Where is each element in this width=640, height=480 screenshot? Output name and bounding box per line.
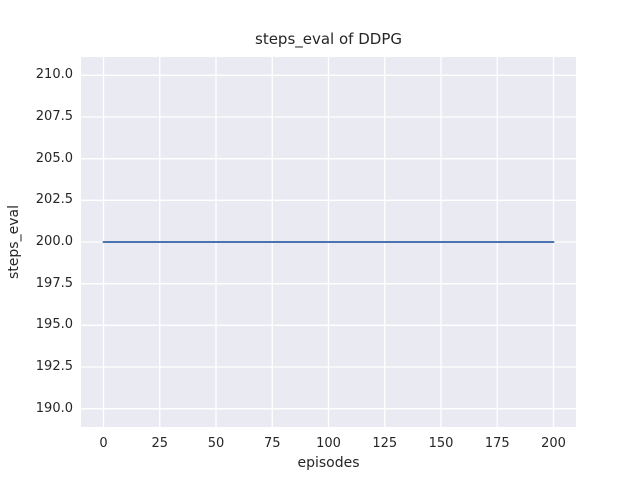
y-tick-label: 197.5 [35,275,73,291]
y-tick-label: 192.5 [35,359,73,374]
y-tick-label: 195.0 [35,317,73,333]
y-tick-label: 202.5 [35,192,73,208]
chart-title: steps_eval of DDPG [255,30,402,48]
x-axis-label: episodes [297,455,360,471]
x-tick-label: 25 [151,436,169,451]
y-tick-label: 205.0 [35,150,73,166]
y-tick-label: 207.5 [35,109,73,124]
x-tick-label: 125 [372,436,398,451]
x-tick-label: 0 [99,436,108,451]
x-tick-label: 150 [428,436,454,451]
x-tick-label: 50 [207,436,225,451]
y-tick-label: 200.0 [35,234,73,249]
x-tick-label: 175 [484,436,510,451]
x-tick-label: 100 [316,436,341,451]
plot-canvas [81,57,576,427]
y-tick-label: 190.0 [35,400,73,416]
x-tick-label: 75 [263,436,281,451]
x-tick-label: 200 [541,436,566,451]
y-tick-label: 210.0 [35,67,73,83]
plot-area [81,57,576,427]
